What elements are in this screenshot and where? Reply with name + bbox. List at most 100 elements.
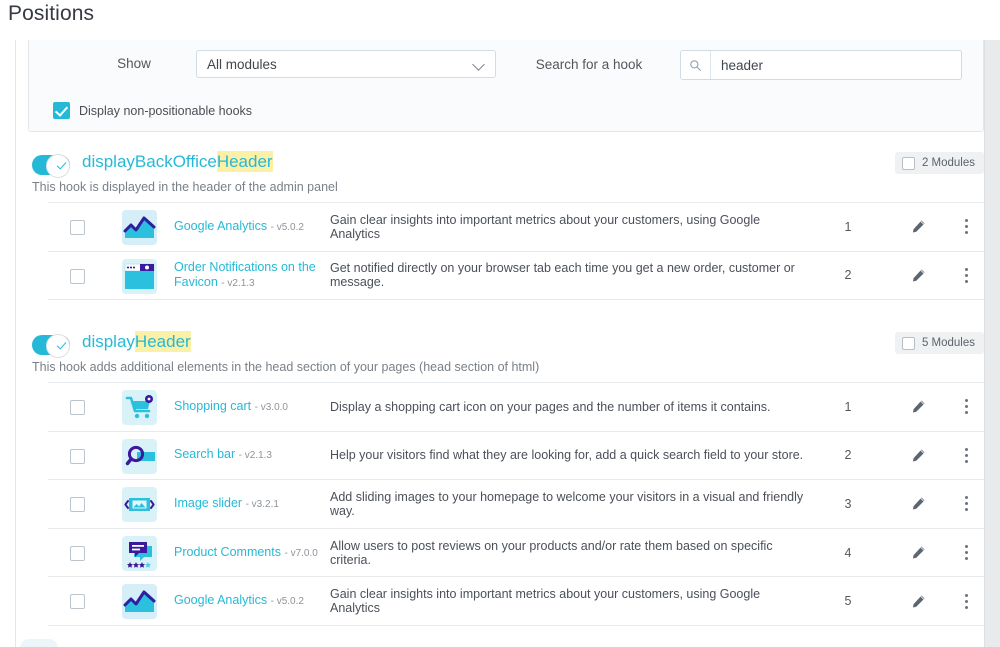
- kebab-menu-icon[interactable]: [954, 203, 978, 251]
- kebab-menu-icon[interactable]: [954, 252, 978, 300]
- module-name: Google Analytics: [174, 218, 268, 233]
- module-link[interactable]: Search bar - v2.1.3: [174, 447, 272, 463]
- hook-search-group: [680, 50, 962, 80]
- module-rows: Shopping cart - v3.0.0 Display a shoppin…: [48, 382, 984, 626]
- row-select-checkbox[interactable]: [70, 594, 85, 610]
- hook-description: This hook adds additional elements in th…: [32, 360, 540, 374]
- module-version: - v2.1.3: [221, 277, 255, 289]
- table-row[interactable]: Google Analytics - v5.0.2 Gain clear ins…: [48, 203, 984, 252]
- module-link[interactable]: Image slider - v3.2.1: [174, 496, 279, 512]
- module-name: Product Comments: [174, 544, 281, 559]
- page-scrollbar[interactable]: [984, 40, 1000, 647]
- module-description: Get notified directly on your browser ta…: [330, 261, 795, 290]
- row-select-checkbox[interactable]: [70, 220, 85, 235]
- shopping-cart-icon: [122, 390, 157, 425]
- module-rows: Google Analytics - v5.0.2 Gain clear ins…: [48, 202, 984, 301]
- filter-row: Show All modules Search for a hook: [29, 40, 985, 96]
- hook-group-displayheader: displayHeader This hook adds additional …: [20, 331, 984, 626]
- hook-title[interactable]: displayBackOfficeHeader: [82, 151, 273, 172]
- row-select-checkbox[interactable]: [70, 545, 85, 561]
- comments-stars-icon: [122, 535, 157, 571]
- module-link[interactable]: Order Notifications on the Favicon - v2.…: [174, 260, 324, 291]
- table-row[interactable]: Image slider - v3.2.1 Add sliding images…: [48, 480, 984, 529]
- select-all-modules-checkbox[interactable]: [901, 336, 915, 350]
- module-description: Gain clear insights into important metri…: [330, 212, 761, 241]
- table-row[interactable]: Shopping cart - v3.0.0 Display a shoppin…: [48, 383, 984, 432]
- hook-title[interactable]: displayHeader: [82, 331, 191, 352]
- module-link[interactable]: Google Analytics - v5.0.2: [174, 219, 304, 235]
- search-icon: [681, 51, 711, 79]
- row-select-checkbox[interactable]: [70, 448, 85, 464]
- hook-title-match: Header: [216, 151, 273, 172]
- pencil-icon[interactable]: [904, 529, 932, 577]
- hook-enable-toggle[interactable]: [32, 154, 70, 178]
- table-row[interactable]: Order Notifications on the Favicon - v2.…: [48, 251, 984, 301]
- search-input[interactable]: [711, 51, 961, 79]
- kebab-menu-icon[interactable]: [954, 529, 978, 577]
- pencil-icon[interactable]: [904, 480, 932, 528]
- module-name: Google Analytics: [174, 593, 268, 608]
- module-position: 3: [844, 496, 852, 511]
- table-row[interactable]: Search bar - v2.1.3 Help your visitors f…: [48, 431, 984, 481]
- display-non-positionable-checkbox[interactable]: [53, 102, 70, 119]
- hook-enable-toggle[interactable]: [20, 639, 58, 647]
- row-select-checkbox[interactable]: [70, 400, 85, 415]
- module-link[interactable]: Google Analytics - v5.0.2: [174, 593, 304, 609]
- next-hook-group-peek: [20, 635, 980, 647]
- chart-area-icon: [122, 584, 157, 620]
- module-name: Image slider: [174, 495, 243, 510]
- table-row[interactable]: Product Comments - v7.0.0 Allow users to…: [48, 528, 984, 578]
- filter-panel: Show All modules Search for a hook: [28, 40, 984, 132]
- magnifier-icon: [122, 438, 157, 474]
- kebab-menu-icon[interactable]: [954, 383, 978, 431]
- search-label: Search for a hook: [535, 57, 643, 72]
- module-filter-select[interactable]: All modules: [196, 50, 496, 78]
- pencil-icon[interactable]: [904, 383, 932, 431]
- hook-enable-toggle[interactable]: [32, 334, 70, 358]
- module-version: - v3.2.1: [245, 498, 279, 510]
- select-all-modules-checkbox[interactable]: [901, 156, 915, 170]
- module-description: Gain clear insights into important metri…: [330, 587, 761, 616]
- module-position: 4: [844, 545, 852, 560]
- modules-count-badge[interactable]: 2 Modules: [894, 152, 984, 174]
- row-select-checkbox[interactable]: [70, 268, 85, 284]
- module-version: - v5.0.2: [270, 221, 304, 233]
- pencil-icon[interactable]: [904, 577, 932, 625]
- row-select-checkbox[interactable]: [70, 497, 85, 513]
- kebab-menu-icon[interactable]: [954, 480, 978, 528]
- module-name-cell: Search bar - v2.1.3: [174, 432, 324, 480]
- image-slider-icon: [122, 487, 157, 523]
- pencil-icon[interactable]: [904, 432, 932, 480]
- page-title: Positions: [8, 2, 95, 25]
- non-positionable-checkbox-row: Display non-positionable hooks: [53, 102, 252, 119]
- left-gutter: [8, 40, 16, 647]
- hook-description: This hook is displayed in the header of …: [32, 180, 338, 194]
- chevron-down-icon: [474, 60, 485, 67]
- module-name-cell: Shopping cart - v3.0.0: [174, 383, 324, 431]
- module-version: - v3.0.0: [254, 401, 288, 413]
- pencil-icon[interactable]: [904, 252, 932, 300]
- pencil-icon[interactable]: [904, 203, 932, 251]
- module-link[interactable]: Shopping cart - v3.0.0: [174, 399, 288, 415]
- kebab-menu-icon[interactable]: [954, 577, 978, 625]
- module-position: 2: [844, 448, 852, 463]
- modules-count-badge[interactable]: 5 Modules: [894, 332, 984, 354]
- module-link[interactable]: Product Comments - v7.0.0: [174, 545, 318, 561]
- hook-title-prefix: display: [82, 332, 135, 351]
- show-label: Show: [117, 56, 151, 71]
- module-filter-value: All modules: [207, 57, 277, 72]
- kebab-menu-icon[interactable]: [954, 432, 978, 480]
- module-description: Allow users to post reviews on your prod…: [330, 538, 773, 567]
- module-version: - v5.0.2: [270, 596, 304, 608]
- table-row[interactable]: Google Analytics - v5.0.2 Gain clear ins…: [48, 577, 984, 626]
- module-position: 2: [844, 268, 852, 283]
- hook-header: displayBackOfficeHeader This hook is dis…: [20, 151, 984, 202]
- module-description: Add sliding images to your homepage to w…: [330, 489, 804, 518]
- module-description: Help your visitors find what they are lo…: [330, 448, 804, 463]
- hook-header: displayHeader This hook adds additional …: [20, 331, 984, 382]
- chart-area-icon: [122, 210, 157, 245]
- module-description: Display a shopping cart icon on your pag…: [330, 399, 771, 414]
- browser-window-icon: [122, 258, 157, 294]
- hook-title-match: Header: [134, 331, 191, 352]
